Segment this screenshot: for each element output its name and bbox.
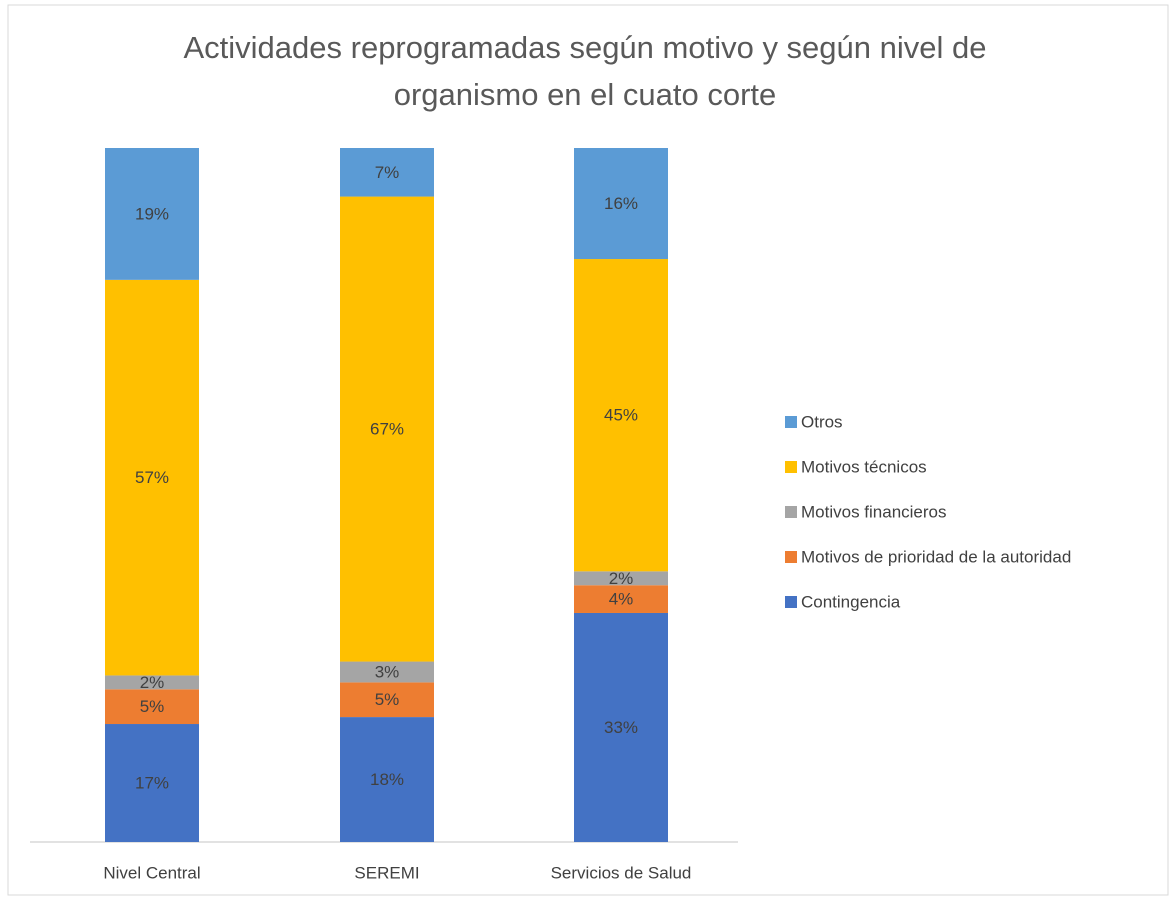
x-tick-label: Nivel Central	[103, 863, 200, 882]
legend-swatch	[785, 461, 797, 473]
bar-segment	[340, 717, 434, 842]
legend-label: Motivos financieros	[801, 502, 947, 521]
x-tick-label: SEREMI	[354, 863, 419, 882]
data-label: 7%	[375, 163, 400, 182]
data-label: 2%	[140, 673, 165, 692]
legend-swatch	[785, 551, 797, 563]
chart-title: Actividades reprogramadas según motivo y…	[183, 30, 987, 112]
data-label: 67%	[370, 420, 404, 439]
data-label: 45%	[604, 406, 638, 425]
data-label: 18%	[370, 770, 404, 789]
data-label: 4%	[609, 590, 634, 609]
bar-segment	[574, 585, 668, 613]
bar-segment	[340, 148, 434, 197]
bar-segment	[105, 279, 199, 676]
bar-segment	[574, 148, 668, 260]
data-label: 19%	[135, 204, 169, 223]
data-label: 33%	[604, 718, 638, 737]
chart-border	[7, 4, 1169, 896]
legend-swatch	[785, 506, 797, 518]
data-label: 16%	[604, 194, 638, 213]
bar-segment	[574, 259, 668, 572]
bar-segment	[574, 612, 668, 842]
bar-segment	[574, 571, 668, 586]
bar-segment	[340, 661, 434, 683]
legend-label: Contingencia	[801, 592, 901, 611]
data-label: 2%	[609, 569, 634, 588]
data-label: 57%	[135, 468, 169, 487]
data-label: 5%	[140, 697, 165, 716]
legend-swatch	[785, 416, 797, 428]
data-label: 17%	[135, 773, 169, 792]
data-label: 3%	[375, 662, 400, 681]
bar-segment	[105, 724, 199, 842]
bar-segment	[340, 196, 434, 662]
legend-label: Motivos técnicos	[801, 457, 927, 476]
bar-segment	[105, 675, 199, 690]
legend-swatch	[785, 596, 797, 608]
bar-segment	[105, 689, 199, 725]
x-tick-label: Servicios de Salud	[551, 863, 692, 882]
bar-segment	[340, 682, 434, 718]
legend-label: Otros	[801, 412, 843, 431]
data-label: 5%	[375, 690, 400, 709]
bar-segment	[105, 148, 199, 280]
legend-label: Motivos de prioridad de la autoridad	[801, 547, 1071, 566]
